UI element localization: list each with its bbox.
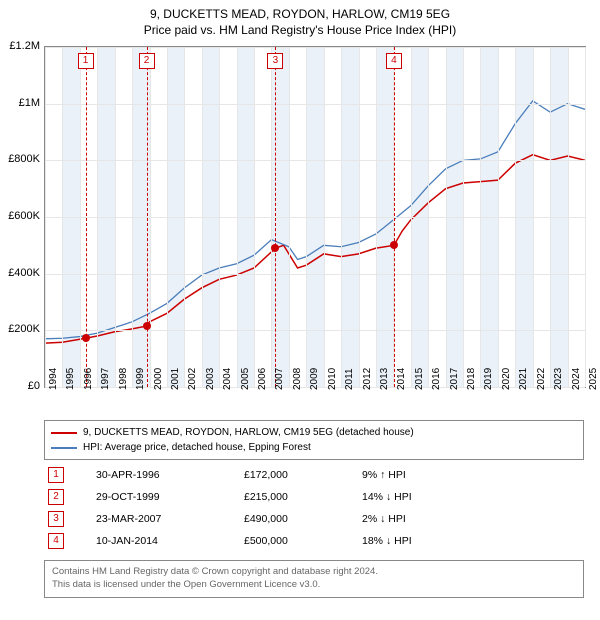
- attribution-footer: Contains HM Land Registry data © Crown c…: [44, 560, 584, 598]
- gridline: [585, 47, 586, 387]
- y-axis-label: £200K: [8, 323, 40, 335]
- event-row: 3 23-MAR-2007£490,0002% ↓ HPI: [44, 508, 584, 530]
- event-delta: 14% ↓ HPI: [358, 486, 584, 508]
- chart-title: 9, DUCKETTS MEAD, ROYDON, HARLOW, CM19 5…: [0, 0, 600, 38]
- x-axis-label: 1996: [83, 368, 94, 390]
- footer-line-2: This data is licensed under the Open Gov…: [52, 579, 576, 592]
- x-axis-label: 2005: [240, 368, 251, 390]
- title-line-2: Price paid vs. HM Land Registry's House …: [0, 22, 600, 38]
- x-axis-label: 2002: [187, 368, 198, 390]
- x-axis-label: 2023: [553, 368, 564, 390]
- gridline: [45, 217, 585, 218]
- footer-line-1: Contains HM Land Registry data © Crown c…: [52, 566, 576, 579]
- y-axis-label: £0: [28, 380, 40, 392]
- legend-item-hpi: HPI: Average price, detached house, Eppi…: [51, 440, 577, 455]
- x-axis-label: 2011: [344, 368, 355, 390]
- gridline: [45, 160, 585, 161]
- gridline: [45, 47, 585, 48]
- event-delta: 9% ↑ HPI: [358, 464, 584, 486]
- event-dashline: [275, 47, 276, 387]
- gridline: [45, 104, 585, 105]
- x-axis-label: 1999: [135, 368, 146, 390]
- x-axis-label: 2020: [501, 368, 512, 390]
- legend-swatch: [51, 447, 77, 449]
- y-axis-label: £1M: [19, 97, 40, 109]
- event-marker: [143, 322, 151, 330]
- legend-item-property: 9, DUCKETTS MEAD, ROYDON, HARLOW, CM19 5…: [51, 425, 577, 440]
- x-axis-label: 2016: [431, 368, 442, 390]
- event-number-box: 3: [48, 511, 64, 527]
- price-chart: 1 2 3 4: [44, 46, 586, 388]
- x-axis-label: 2007: [274, 368, 285, 390]
- event-price: £500,000: [240, 530, 358, 552]
- x-axis-label: 1995: [65, 368, 76, 390]
- x-axis-label: 2017: [449, 368, 460, 390]
- y-axis-label: £600K: [8, 210, 40, 222]
- event-row: 4 10-JAN-2014£500,00018% ↓ HPI: [44, 530, 584, 552]
- event-date: 23-MAR-2007: [92, 508, 240, 530]
- gridline: [45, 274, 585, 275]
- event-number-box: 2: [139, 53, 155, 69]
- event-delta: 18% ↓ HPI: [358, 530, 584, 552]
- event-delta: 2% ↓ HPI: [358, 508, 584, 530]
- event-date: 29-OCT-1999: [92, 486, 240, 508]
- x-axis-label: 2006: [257, 368, 268, 390]
- gridline: [45, 330, 585, 331]
- event-price: £490,000: [240, 508, 358, 530]
- x-axis-label: 2012: [362, 368, 373, 390]
- x-axis-label: 2010: [327, 368, 338, 390]
- event-number-box: 1: [78, 53, 94, 69]
- y-axis-label: £400K: [8, 267, 40, 279]
- event-number-box: 1: [48, 467, 64, 483]
- events-table: 1 30-APR-1996£172,0009% ↑ HPI 2 29-OCT-1999…: [44, 464, 584, 552]
- event-marker: [390, 241, 398, 249]
- event-marker: [271, 244, 279, 252]
- x-axis-label: 2003: [205, 368, 216, 390]
- event-dashline: [394, 47, 395, 387]
- event-price: £215,000: [240, 486, 358, 508]
- x-axis-label: 2013: [379, 368, 390, 390]
- x-axis-label: 1997: [100, 368, 111, 390]
- series-line: [45, 101, 585, 339]
- x-axis-label: 1994: [48, 368, 59, 390]
- x-axis-label: 2025: [588, 368, 599, 390]
- legend: 9, DUCKETTS MEAD, ROYDON, HARLOW, CM19 5…: [44, 420, 584, 460]
- y-axis-label: £1.2M: [9, 40, 40, 52]
- event-number-box: 2: [48, 489, 64, 505]
- x-axis-label: 1998: [118, 368, 129, 390]
- event-row: 1 30-APR-1996£172,0009% ↑ HPI: [44, 464, 584, 486]
- event-number-box: 3: [267, 53, 283, 69]
- event-dashline: [147, 47, 148, 387]
- event-date: 30-APR-1996: [92, 464, 240, 486]
- x-axis-label: 2008: [292, 368, 303, 390]
- legend-swatch: [51, 432, 77, 434]
- x-axis-label: 2014: [396, 368, 407, 390]
- x-axis-label: 2000: [153, 368, 164, 390]
- event-row: 2 29-OCT-1999£215,00014% ↓ HPI: [44, 486, 584, 508]
- x-axis-label: 2021: [518, 368, 529, 390]
- x-axis-label: 2015: [414, 368, 425, 390]
- x-axis-label: 2018: [466, 368, 477, 390]
- x-axis-label: 2022: [536, 368, 547, 390]
- event-date: 10-JAN-2014: [92, 530, 240, 552]
- x-axis-label: 2024: [571, 368, 582, 390]
- x-axis-label: 2009: [309, 368, 320, 390]
- legend-label: 9, DUCKETTS MEAD, ROYDON, HARLOW, CM19 5…: [83, 425, 414, 440]
- x-axis-label: 2001: [170, 368, 181, 390]
- y-axis-label: £800K: [8, 153, 40, 165]
- event-number-box: 4: [48, 533, 64, 549]
- series-line: [45, 155, 585, 343]
- title-line-1: 9, DUCKETTS MEAD, ROYDON, HARLOW, CM19 5…: [0, 6, 600, 22]
- event-marker: [82, 334, 90, 342]
- event-price: £172,000: [240, 464, 358, 486]
- x-axis-label: 2004: [222, 368, 233, 390]
- x-axis-label: 2019: [483, 368, 494, 390]
- legend-label: HPI: Average price, detached house, Eppi…: [83, 440, 311, 455]
- event-number-box: 4: [386, 53, 402, 69]
